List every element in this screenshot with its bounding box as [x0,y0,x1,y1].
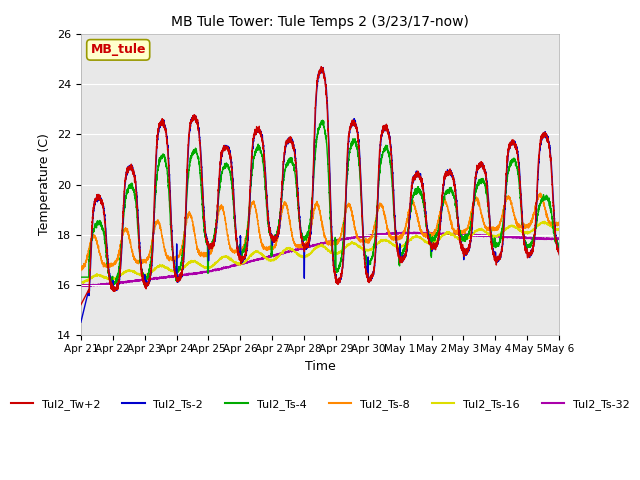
Title: MB Tule Tower: Tule Temps 2 (3/23/17-now): MB Tule Tower: Tule Temps 2 (3/23/17-now… [171,15,469,29]
Text: MB_tule: MB_tule [90,43,146,56]
Y-axis label: Temperature (C): Temperature (C) [38,133,51,236]
X-axis label: Time: Time [305,360,335,373]
Legend: Tul2_Tw+2, Tul2_Ts-2, Tul2_Ts-4, Tul2_Ts-8, Tul2_Ts-16, Tul2_Ts-32: Tul2_Tw+2, Tul2_Ts-2, Tul2_Ts-4, Tul2_Ts… [6,395,634,414]
